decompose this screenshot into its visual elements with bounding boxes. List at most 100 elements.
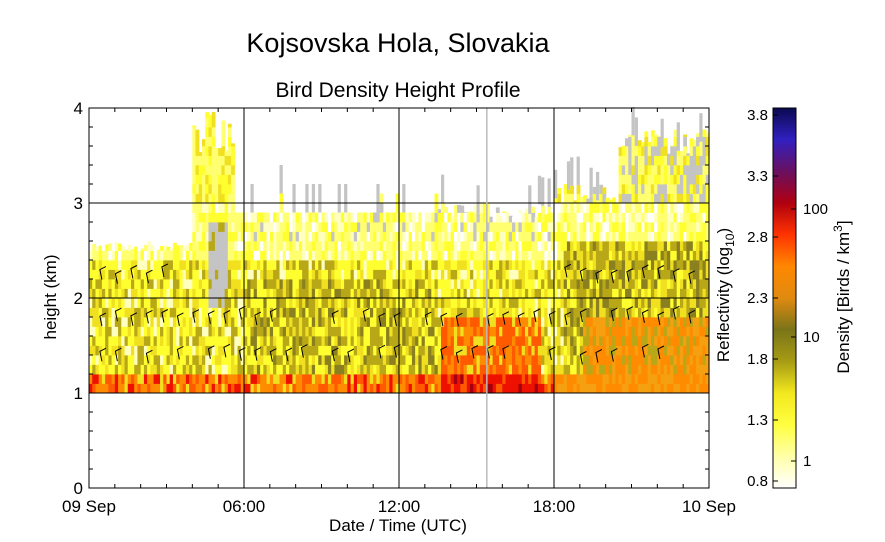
heatmap-cell xyxy=(198,355,203,365)
heatmap-cell xyxy=(331,260,336,270)
heatmap-cell xyxy=(634,155,639,166)
heatmap-cell xyxy=(347,260,352,270)
heatmap-cell xyxy=(227,374,232,384)
heatmap-cell xyxy=(105,355,109,365)
heatmap-cell xyxy=(205,269,210,280)
heatmap-cell xyxy=(492,326,497,337)
heatmap-cell xyxy=(696,260,700,270)
heatmap-cell xyxy=(489,383,494,394)
heatmap-cell xyxy=(298,326,303,337)
heatmap-cell xyxy=(311,279,316,289)
heatmap-cell xyxy=(583,241,587,251)
heatmap-cell xyxy=(98,279,103,289)
heatmap-cell xyxy=(544,288,549,299)
heatmap-cell xyxy=(699,146,704,156)
heatmap-cell xyxy=(476,260,481,270)
heatmap-cell xyxy=(512,383,516,394)
heatmap-cell xyxy=(399,383,403,394)
heatmap-cell xyxy=(192,231,197,242)
heatmap-cell xyxy=(650,317,655,327)
heatmap-cell xyxy=(127,317,132,327)
heatmap-cell xyxy=(237,383,242,394)
heatmap-cell xyxy=(221,260,226,270)
heatmap-cell xyxy=(214,317,219,327)
heatmap-cell xyxy=(101,336,106,346)
heatmap-cell xyxy=(143,374,148,384)
heatmap-cell xyxy=(185,355,190,365)
heatmap-cell xyxy=(631,260,636,270)
heatmap-cell xyxy=(163,307,168,318)
heatmap-cell xyxy=(292,231,297,242)
heatmap-cell xyxy=(124,250,129,261)
heatmap-cell xyxy=(353,364,358,375)
heatmap-cell xyxy=(699,141,704,147)
heatmap-cell xyxy=(634,231,639,242)
heatmap-cell xyxy=(524,364,529,375)
heatmap-cell xyxy=(363,383,368,394)
heatmap-cell xyxy=(625,345,629,356)
heatmap-cell xyxy=(676,250,681,261)
heatmap-cell xyxy=(89,279,93,289)
heatmap-cell xyxy=(324,345,329,356)
heatmap-cell xyxy=(227,155,232,166)
heatmap-cell xyxy=(282,364,287,375)
heatmap-cell xyxy=(379,383,384,394)
heatmap-cell xyxy=(605,203,610,213)
heatmap-cell xyxy=(670,250,675,261)
heatmap-cell xyxy=(492,355,497,365)
heatmap-cell xyxy=(560,326,565,337)
heatmap-cell xyxy=(189,250,193,261)
heatmap-cell xyxy=(195,222,200,232)
heatmap-cell xyxy=(289,241,294,251)
heatmap-cell xyxy=(298,374,303,384)
heatmap-cell xyxy=(460,222,465,232)
heatmap-cell xyxy=(489,222,494,232)
heatmap-cell xyxy=(244,212,248,223)
heatmap-cell xyxy=(140,345,145,356)
heatmap-cell xyxy=(679,222,684,232)
heatmap-cell xyxy=(153,355,158,365)
heatmap-cell xyxy=(250,355,255,365)
heatmap-cell xyxy=(202,165,206,175)
heatmap-cell xyxy=(453,222,458,232)
heatmap-cell xyxy=(521,231,526,242)
heatmap-cell xyxy=(382,260,387,270)
heatmap-cell xyxy=(699,231,704,242)
heatmap-cell xyxy=(631,146,636,156)
heatmap-cell xyxy=(399,288,403,299)
heatmap-cell xyxy=(457,231,461,242)
heatmap-cell xyxy=(670,345,675,356)
heatmap-cell xyxy=(457,298,461,308)
heatmap-cell xyxy=(499,336,503,346)
heatmap-cell xyxy=(508,215,513,223)
heatmap-cell xyxy=(218,241,222,251)
heatmap-cell xyxy=(637,364,642,375)
heatmap-cell xyxy=(121,326,126,337)
heatmap-cell xyxy=(531,317,536,327)
heatmap-cell xyxy=(670,193,675,204)
heatmap-cell xyxy=(679,203,684,213)
heatmap-cell xyxy=(489,288,494,299)
heatmap-cell xyxy=(234,279,239,289)
heatmap-cell xyxy=(476,185,480,214)
heatmap-cell xyxy=(143,345,148,356)
heatmap-cell xyxy=(282,336,287,346)
heatmap-cell xyxy=(434,307,439,318)
heatmap-cell xyxy=(434,203,439,213)
heatmap-cell xyxy=(599,203,604,213)
heatmap-cell xyxy=(676,383,681,394)
heatmap-cell xyxy=(192,269,197,280)
heatmap-cell xyxy=(489,317,494,327)
heatmap-cell xyxy=(602,260,607,270)
heatmap-cell xyxy=(692,241,697,251)
colorbar-right-tick-label: 100 xyxy=(803,201,828,218)
heatmap-cell xyxy=(124,298,129,308)
heatmap-cell xyxy=(150,383,155,394)
heatmap-cell xyxy=(327,231,332,242)
heatmap-cell xyxy=(163,345,168,356)
heatmap-cell xyxy=(473,269,478,280)
heatmap-cell xyxy=(608,326,613,337)
heatmap-cell xyxy=(269,279,274,289)
heatmap-cell xyxy=(253,298,258,308)
heatmap-cell xyxy=(644,222,649,232)
